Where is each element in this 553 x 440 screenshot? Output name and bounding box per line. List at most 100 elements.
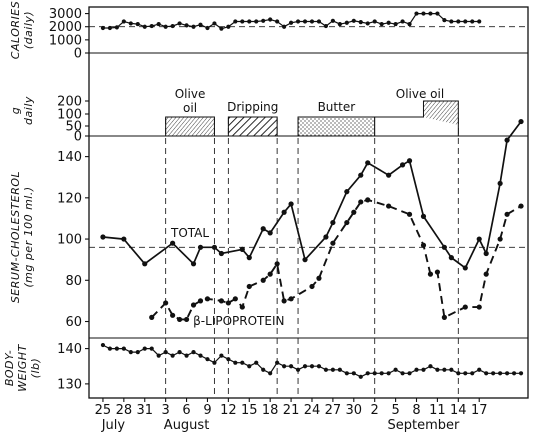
data-point [344,219,350,226]
data-point [400,371,405,376]
intake-bar-fill [423,101,459,125]
data-point [198,353,203,358]
data-point [288,296,294,302]
data-point [406,211,413,217]
data-point [246,283,252,290]
y-axis-label: (mg per 100 ml.) [22,186,35,287]
data-point [260,226,266,232]
x-tick-label: 27 [325,403,342,418]
x-tick-label: 30 [346,403,363,418]
data-point [239,304,245,310]
data-point [163,350,168,355]
data-point [268,17,273,22]
data-point [351,209,357,215]
data-point [121,236,127,242]
month-label: September [388,418,461,433]
data-point [309,19,315,24]
x-tick-label: 24 [304,403,321,418]
data-point [428,11,433,16]
data-point [205,357,210,362]
data-point [302,257,308,263]
x-tick-label: 17 [471,403,488,418]
data-point [128,350,133,355]
data-point [449,19,454,24]
data-point [372,371,377,376]
data-point [498,371,503,376]
data-point [323,23,329,29]
x-tick-label: 5 [391,403,399,418]
data-point [212,21,217,26]
data-point [358,172,364,178]
data-point [316,19,322,24]
period-label: Olive [175,87,206,101]
data-point [379,21,384,27]
data-point [427,271,434,277]
data-point [177,21,182,26]
data-point [184,353,189,358]
data-point [142,346,147,351]
data-point [114,346,119,351]
data-point [399,162,406,168]
data-point [302,364,308,369]
data-point [434,269,441,275]
data-point [107,25,113,31]
data-point [309,364,315,369]
data-point [330,367,335,372]
x-tick-label: 21 [283,403,300,418]
x-tick-label: 6 [182,403,190,418]
data-point [170,353,175,358]
data-point [449,367,454,372]
x-tick-label: 25 [95,403,112,418]
data-point [261,18,266,23]
data-point [128,21,133,26]
data-point [365,160,371,166]
data-point [435,367,440,372]
data-point [212,360,217,365]
data-point [358,199,364,205]
x-tick-label: 15 [241,403,258,418]
data-point [239,246,245,252]
data-point [197,244,204,250]
data-point [470,371,475,376]
data-point [100,234,106,240]
data-point [142,24,147,29]
data-point [232,296,238,302]
data-point [282,24,287,29]
data-point [135,350,140,355]
y-axis-label: (daily) [22,11,35,49]
data-point [483,250,489,257]
data-point [491,371,496,376]
data-series [89,11,528,379]
month-label: July [101,418,126,433]
x-tick-label: 28 [116,403,133,418]
x-tick-label: 31 [136,403,153,418]
data-point [442,18,447,23]
data-point [400,19,405,24]
data-point [393,21,398,27]
data-point [170,240,176,246]
data-point [176,316,183,323]
data-point [476,304,482,310]
data-point [281,209,287,215]
data-point [191,24,196,29]
data-point [358,374,363,379]
data-point [504,211,510,217]
data-point [316,275,322,281]
data-point [225,300,231,306]
data-point [267,271,273,277]
data-point [211,244,218,250]
data-point [358,20,363,25]
x-tick-label: 14 [450,403,467,418]
data-point [344,20,349,25]
data-point [267,230,273,236]
period-label: Dripping [227,100,278,114]
data-point [288,20,294,25]
data-point [163,300,169,306]
data-point [170,312,176,318]
data-point [518,203,524,209]
data-point [344,371,349,376]
month-label: August [164,418,210,433]
data-point [456,19,461,24]
y-axis-label: SERUM-CHOLESTEROL [9,171,22,303]
data-point [344,189,350,195]
